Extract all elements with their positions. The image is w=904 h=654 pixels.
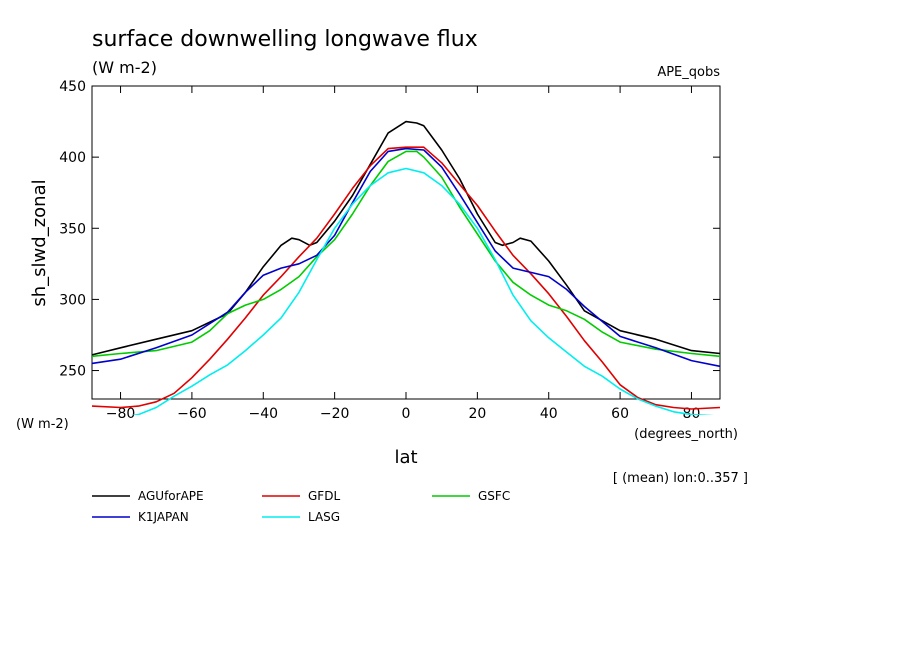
experiment-label: APE_qobs (657, 65, 720, 80)
y-axis-ticks: 250 300 350 400 450 (59, 79, 720, 380)
legend-label: AGUforAPE (138, 489, 204, 503)
series-line-lasg (130, 167, 715, 415)
footnote: [ (mean) lon:0..357 ] (613, 471, 748, 486)
series-line-k1japan (91, 147, 721, 368)
y-tick-label: 450 (59, 79, 86, 95)
legend-label: LASG (308, 510, 340, 524)
x-tick-label: −20 (320, 406, 350, 422)
y-tick-label: 350 (59, 221, 86, 237)
x-axis-units: (degrees_north) (634, 427, 738, 442)
y-tick-label: 300 (59, 292, 86, 308)
y-tick-label: 250 (59, 364, 86, 380)
chart-units: (W m-2) (92, 58, 157, 77)
x-tick-label: −80 (106, 406, 136, 422)
x-tick-label: 40 (540, 406, 558, 422)
x-tick-label: 0 (402, 406, 411, 422)
x-tick-label: 20 (468, 406, 486, 422)
plot-frame (91, 85, 721, 400)
series-line-aguforape (91, 120, 721, 356)
series-line-gfdl (91, 146, 721, 410)
series-line-gsfc (91, 150, 721, 358)
x-tick-label: −40 (248, 406, 278, 422)
legend-label: GSFC (478, 489, 510, 503)
x-axis-label: lat (394, 447, 417, 468)
y-axis-label: sh_slwd_zonal (29, 179, 50, 306)
legend: AGUforAPE GFDL GSFC K1JAPAN LASG (92, 489, 510, 524)
y-tick-label: 400 (59, 150, 86, 166)
legend-label: GFDL (308, 489, 340, 503)
x-tick-label: 60 (611, 406, 629, 422)
y-axis-units: (W m-2) (16, 417, 69, 432)
chart-title: surface downwelling longwave flux (92, 27, 478, 52)
legend-label: K1JAPAN (138, 510, 189, 524)
series-lines (91, 120, 721, 415)
x-tick-label: −60 (177, 406, 207, 422)
x-axis-ticks: −80 −60 −40 −20 0 20 40 60 80 (106, 86, 700, 422)
